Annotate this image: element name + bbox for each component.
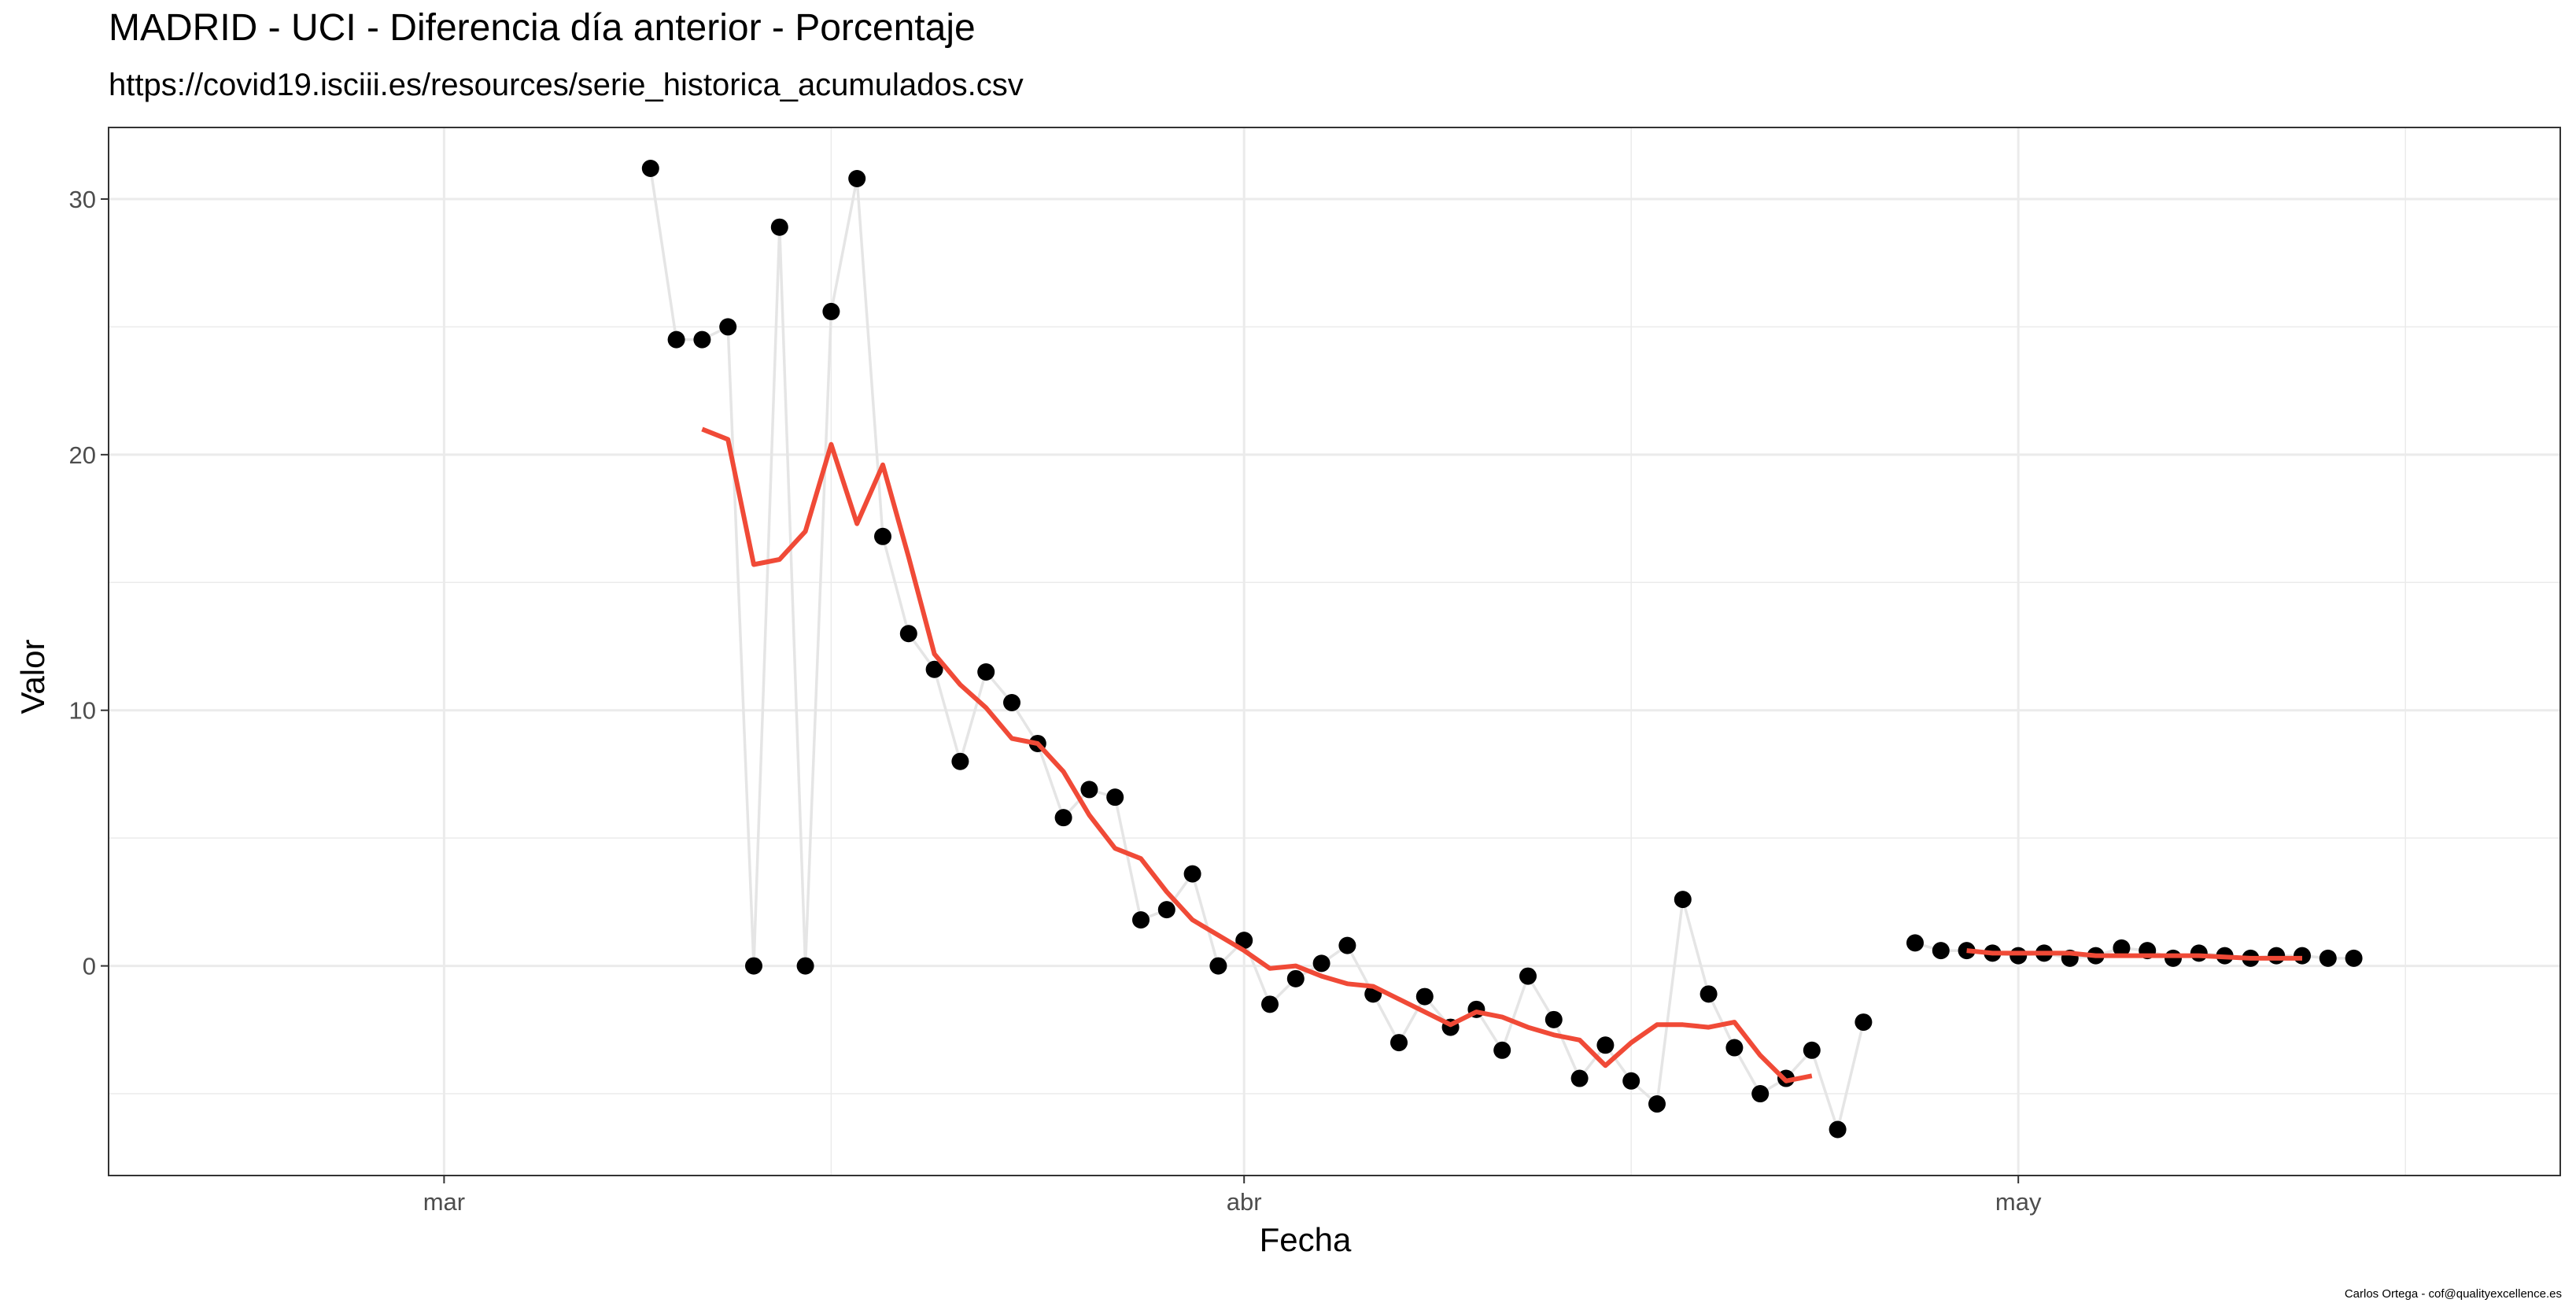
data-point	[1622, 1072, 1640, 1090]
data-point	[1286, 969, 1305, 987]
data-point	[951, 752, 969, 770]
data-point	[2010, 947, 2028, 965]
data-point	[1390, 1034, 1408, 1052]
x-tick-label: abr	[1227, 1188, 1262, 1216]
data-point	[925, 660, 943, 678]
chart-subtitle: https://covid19.isciii.es/resources/seri…	[109, 68, 1024, 102]
y-tick-label: 30	[69, 186, 96, 213]
data-point	[1080, 781, 1098, 799]
y-tick-label: 0	[83, 953, 96, 980]
data-point	[1596, 1036, 1615, 1054]
data-point	[1415, 987, 1434, 1006]
data-point	[1674, 891, 1692, 909]
data-point	[1132, 911, 1150, 929]
y-axis-label: Valor	[14, 639, 51, 714]
caption: Carlos Ortega - cof@qualityexcellence.es	[2344, 1287, 2562, 1301]
data-point	[1054, 809, 1072, 827]
y-tick-label: 10	[69, 697, 96, 725]
data-point	[1648, 1095, 1666, 1113]
data-point	[2294, 947, 2311, 965]
data-point	[667, 330, 685, 349]
data-point	[770, 218, 788, 236]
data-point	[1932, 942, 1950, 960]
data-point	[1854, 1013, 1873, 1032]
data-point	[1725, 1039, 1744, 1057]
data-point	[745, 957, 762, 975]
data-point	[1906, 934, 1924, 952]
data-point	[899, 625, 917, 643]
x-tick-label: mar	[423, 1188, 465, 1216]
data-point	[796, 957, 814, 975]
data-point	[1261, 995, 1279, 1013]
data-point	[1751, 1085, 1770, 1103]
major-gridlines	[109, 127, 2560, 1176]
raw-series-line	[649, 168, 1866, 1131]
data-point	[1570, 1069, 1589, 1087]
x-axis-label: Fecha	[1259, 1221, 1352, 1258]
data-point	[2319, 949, 2337, 967]
data-point	[1803, 1041, 1821, 1059]
chart-title: MADRID - UCI - Diferencia día anterior -…	[109, 7, 976, 49]
data-point	[1003, 693, 1020, 711]
minor-gridlines	[109, 127, 2560, 1176]
smoothed-series-line	[701, 426, 1813, 1083]
data-point	[2113, 939, 2131, 957]
data-point	[874, 527, 891, 545]
data-point	[641, 159, 659, 177]
data-point	[977, 663, 995, 681]
data-point	[1338, 936, 1356, 954]
data-point	[1699, 985, 1718, 1003]
data-point	[2190, 944, 2208, 962]
y-tick-label: 20	[69, 441, 96, 469]
data-point	[1235, 932, 1253, 950]
data-point	[1209, 957, 1227, 975]
data-point	[2268, 947, 2286, 965]
axis-layer: 0 10 20 30 mar abr may	[69, 186, 2042, 1216]
data-point	[1544, 1010, 1563, 1028]
data-point	[693, 330, 711, 349]
data-point	[1829, 1120, 1847, 1139]
data-point	[1493, 1041, 1511, 1059]
data-point	[822, 302, 840, 320]
data-point	[1183, 865, 1201, 883]
data-point	[1519, 967, 1537, 985]
data-point	[1157, 901, 1175, 919]
smoothed-series-line	[1966, 948, 2302, 961]
panel-border	[108, 127, 2561, 1176]
data-point	[848, 169, 866, 187]
data-point	[2345, 949, 2363, 967]
data-point	[2165, 949, 2182, 967]
series-layer	[641, 159, 2363, 1139]
data-point	[719, 318, 737, 336]
data-point	[1312, 954, 1330, 973]
data-point	[1106, 788, 1124, 806]
x-tick-label: may	[1995, 1188, 2042, 1216]
